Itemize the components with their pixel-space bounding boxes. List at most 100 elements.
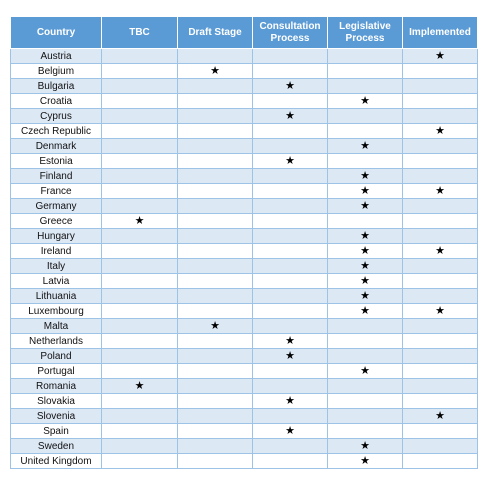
consultation-process-cell — [252, 288, 328, 304]
header-legislative-process: Legislative Process — [327, 16, 403, 49]
implemented-cell — [402, 288, 478, 304]
draft-stage-cell — [177, 108, 253, 124]
country-cell: Estonia — [10, 153, 102, 169]
table-row: France ★ ★ — [10, 183, 478, 199]
legislative-process-cell — [327, 318, 403, 334]
star-icon: ★ — [285, 109, 295, 122]
country-cell: Malta — [10, 318, 102, 334]
table-row: Finland ★ — [10, 168, 478, 184]
consultation-process-cell — [252, 363, 328, 379]
country-cell: Germany — [10, 198, 102, 214]
legislative-process-cell — [327, 348, 403, 364]
tbc-cell — [101, 333, 178, 349]
country-cell: Slovenia — [10, 408, 102, 424]
table-row: Czech Republic ★ — [10, 123, 478, 139]
country-cell: Sweden — [10, 438, 102, 454]
legislative-process-cell — [327, 333, 403, 349]
legislative-process-cell — [327, 63, 403, 79]
implemented-cell — [402, 363, 478, 379]
consultation-process-cell: ★ — [252, 393, 328, 409]
table-row: Slovenia ★ — [10, 408, 478, 424]
country-cell: Belgium — [10, 63, 102, 79]
tbc-cell: ★ — [101, 378, 178, 394]
country-cell: Romania — [10, 378, 102, 394]
table-row: Italy ★ — [10, 258, 478, 274]
consultation-process-cell: ★ — [252, 108, 328, 124]
consultation-process-cell — [252, 378, 328, 394]
draft-stage-cell — [177, 153, 253, 169]
table-row: Ireland ★ ★ — [10, 243, 478, 259]
tbc-cell — [101, 408, 178, 424]
implemented-cell — [402, 198, 478, 214]
header-draft-stage: Draft Stage — [177, 16, 253, 49]
table-row: Luxembourg ★ ★ — [10, 303, 478, 319]
legislative-process-cell — [327, 78, 403, 94]
country-cell: Finland — [10, 168, 102, 184]
star-icon: ★ — [435, 124, 445, 137]
country-cell: Latvia — [10, 273, 102, 289]
table-row: Latvia ★ — [10, 273, 478, 289]
star-icon: ★ — [360, 184, 370, 197]
star-icon: ★ — [360, 244, 370, 257]
tbc-cell — [101, 318, 178, 334]
star-icon: ★ — [435, 304, 445, 317]
star-icon: ★ — [134, 379, 145, 392]
implemented-cell — [402, 393, 478, 409]
table-row: Cyprus ★ — [10, 108, 478, 124]
implemented-cell: ★ — [402, 48, 478, 64]
legislative-process-cell: ★ — [327, 258, 403, 274]
tbc-cell — [101, 123, 178, 139]
draft-stage-cell — [177, 333, 253, 349]
tbc-cell — [101, 138, 178, 154]
legislative-process-cell: ★ — [327, 243, 403, 259]
star-icon: ★ — [435, 184, 445, 197]
consultation-process-cell: ★ — [252, 423, 328, 439]
header-country: Country — [10, 16, 102, 49]
country-cell: Slovakia — [10, 393, 102, 409]
tbc-cell: ★ — [101, 213, 178, 229]
table-row: Malta ★ — [10, 318, 478, 334]
implemented-cell — [402, 228, 478, 244]
header-tbc: TBC — [101, 16, 178, 49]
table-row: Sweden ★ — [10, 438, 478, 454]
legislative-process-cell — [327, 213, 403, 229]
star-icon: ★ — [360, 274, 370, 287]
consultation-process-cell — [252, 408, 328, 424]
legislative-process-cell: ★ — [327, 288, 403, 304]
implemented-cell — [402, 93, 478, 109]
tbc-cell — [101, 243, 178, 259]
legislative-process-cell: ★ — [327, 183, 403, 199]
star-icon: ★ — [285, 349, 295, 362]
implemented-cell — [402, 213, 478, 229]
tbc-cell — [101, 48, 178, 64]
draft-stage-cell — [177, 48, 253, 64]
star-icon: ★ — [435, 49, 445, 62]
draft-stage-cell — [177, 363, 253, 379]
star-icon: ★ — [285, 424, 295, 437]
tbc-cell — [101, 153, 178, 169]
consultation-process-cell — [252, 318, 328, 334]
country-cell: Austria — [10, 48, 102, 64]
table-row: Greece ★ — [10, 213, 478, 229]
legislative-process-cell: ★ — [327, 198, 403, 214]
country-cell: Hungary — [10, 228, 102, 244]
consultation-process-cell — [252, 48, 328, 64]
draft-stage-cell — [177, 198, 253, 214]
draft-stage-cell — [177, 408, 253, 424]
star-icon: ★ — [360, 139, 370, 152]
table-row: Estonia ★ — [10, 153, 478, 169]
tbc-cell — [101, 183, 178, 199]
legislative-process-cell — [327, 393, 403, 409]
legislative-process-cell: ★ — [327, 93, 403, 109]
country-cell: Bulgaria — [10, 78, 102, 94]
legislative-process-cell: ★ — [327, 228, 403, 244]
implemented-cell — [402, 318, 478, 334]
legislative-process-cell: ★ — [327, 363, 403, 379]
table-row: United Kingdom ★ — [10, 453, 478, 469]
implemented-cell: ★ — [402, 303, 478, 319]
consultation-process-cell — [252, 138, 328, 154]
implemented-cell — [402, 378, 478, 394]
table-row: Germany ★ — [10, 198, 478, 214]
table-row: Romania ★ — [10, 378, 478, 394]
legislative-process-cell — [327, 48, 403, 64]
